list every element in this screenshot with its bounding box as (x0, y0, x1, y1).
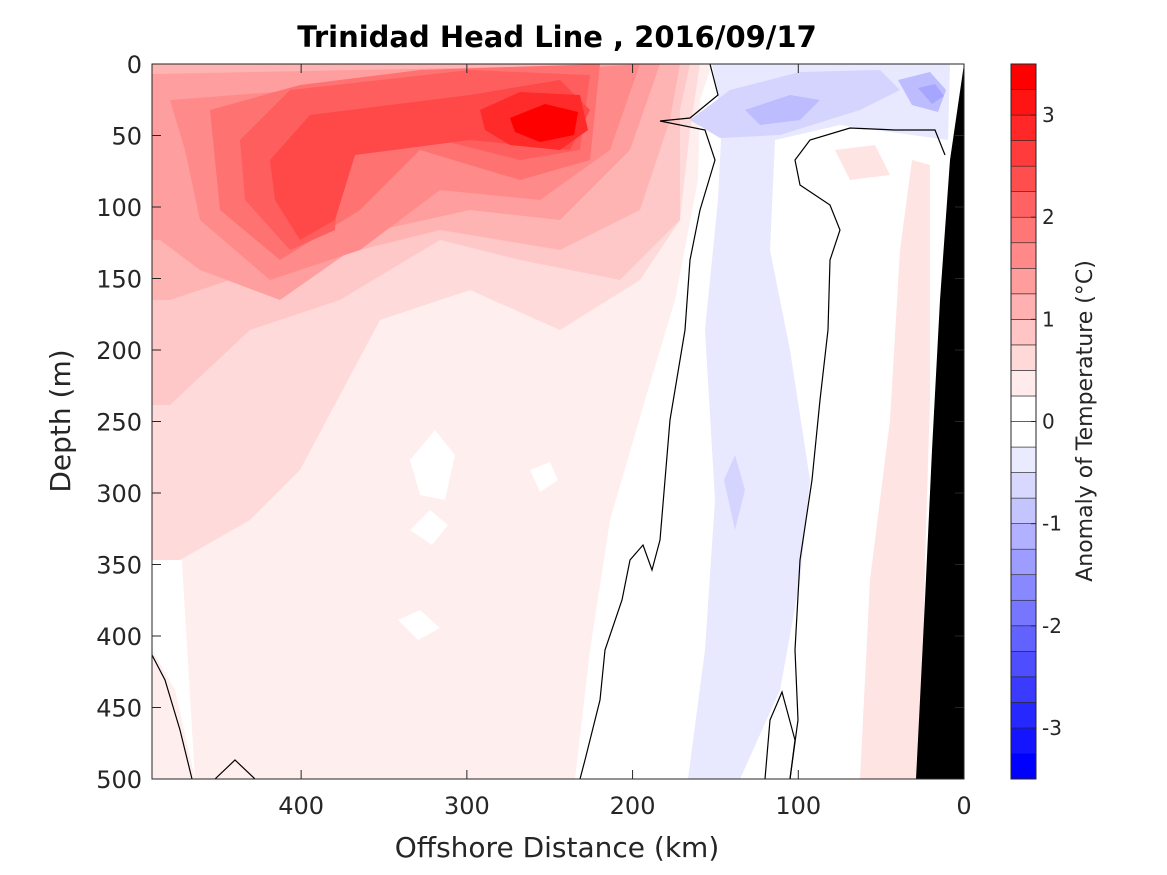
colorbar-segment (1010, 625, 1037, 652)
colorbar-segment (1010, 421, 1037, 448)
nearshore-warm-patch (835, 145, 890, 180)
colorbar-segment (1010, 523, 1037, 550)
x-tick-label: 0 (956, 792, 971, 820)
y-tick-label: 450 (96, 695, 142, 723)
neutral-pocket-2 (410, 510, 448, 545)
colorbar-label: Anomaly of Temperature (°C) (1073, 260, 1098, 582)
colorbar-segment (1010, 599, 1037, 627)
colorbar-segment (1010, 165, 1037, 192)
cold-band-m0p5-b (724, 455, 745, 530)
colorbar-segment (1010, 242, 1037, 269)
y-tick-label: 150 (96, 266, 142, 294)
y-tick-label: 500 (96, 766, 142, 794)
colorbar-segment (1010, 293, 1037, 320)
y-tick-label: 100 (96, 194, 142, 222)
cold-band-m0p25 (688, 64, 950, 779)
colorbar-segment (1010, 446, 1037, 473)
colorbar-segment (1010, 548, 1037, 576)
zero-contour-line-2 (789, 127, 946, 779)
colorbar-segment (1010, 651, 1037, 678)
colorbar-segment (1010, 497, 1037, 524)
y-axis: 0 50 100 150 200 250 300 350 400 450 500 (96, 51, 964, 794)
colorbar-tick-label: 3 (1042, 103, 1055, 127)
colorbar-tick-label: 2 (1042, 205, 1055, 229)
colorbar-segment (1010, 114, 1037, 141)
colorbar-segment (1010, 140, 1037, 167)
neutral-pocket-1 (410, 430, 455, 500)
y-tick-label: 200 (96, 337, 142, 365)
colorbar-tick-label: -2 (1042, 614, 1062, 638)
colorbar-segment (1010, 395, 1037, 422)
cold-band-m0p75 (745, 95, 820, 125)
colorbar-segment (1010, 727, 1037, 754)
x-tick-label: 200 (610, 792, 656, 820)
warm-band-3p25 (510, 104, 578, 142)
colorbar-segment (1010, 472, 1037, 499)
colorbar-tick-label: 1 (1042, 307, 1055, 331)
zero-contour-line-3 (152, 654, 193, 779)
zero-contour-line-4 (214, 759, 256, 779)
x-tick-label: 100 (775, 792, 821, 820)
colorbar-segment (1010, 574, 1037, 601)
y-tick-label: 50 (111, 123, 142, 151)
colorbar-segment (1010, 676, 1037, 703)
colorbar-segment (1010, 702, 1037, 729)
bathymetry-shelf (916, 64, 964, 779)
zero-contour-line-5 (764, 690, 796, 779)
colorbar-segment (1010, 753, 1037, 780)
y-tick-label: 350 (96, 552, 142, 580)
neutral-pocket-3 (398, 610, 440, 640)
x-tick-label: 400 (278, 792, 324, 820)
colorbar-segment (1010, 191, 1037, 218)
colorbar-tick-label: -1 (1042, 512, 1062, 536)
neutral-pocket-4 (530, 462, 558, 492)
colorbar-segment (1010, 344, 1037, 371)
plot-area (152, 64, 964, 779)
y-tick-label: 400 (96, 623, 142, 651)
y-tick-label: 0 (127, 51, 142, 79)
colorbar-tick-label: -3 (1042, 716, 1062, 740)
nearshore-warm-strip (860, 160, 930, 779)
colorbar-segment (1010, 216, 1037, 244)
chart-title: Trinidad Head Line , 2016/09/17 (297, 20, 817, 54)
colorbar-segment (1010, 370, 1037, 397)
x-axis: 400 300 200 100 0 (278, 64, 972, 820)
x-tick-label: 300 (444, 792, 490, 820)
colorbar (1010, 63, 1037, 780)
y-tick-label: 300 (96, 480, 142, 508)
colorbar-segment (1010, 319, 1037, 346)
colorbar-segment (1010, 89, 1037, 116)
colorbar-ticks: -3 -2 -1 0 1 2 3 (1031, 103, 1062, 740)
x-axis-label: Offshore Distance (km) (395, 831, 720, 864)
colorbar-segment (1010, 63, 1037, 90)
colorbar-segment (1010, 267, 1037, 295)
zero-contour-line (579, 64, 719, 779)
y-axis-label: Depth (m) (44, 349, 77, 492)
colorbar-tick-label: 0 (1042, 410, 1055, 434)
y-tick-label: 250 (96, 409, 142, 437)
cold-band-m1p0 (918, 84, 944, 104)
